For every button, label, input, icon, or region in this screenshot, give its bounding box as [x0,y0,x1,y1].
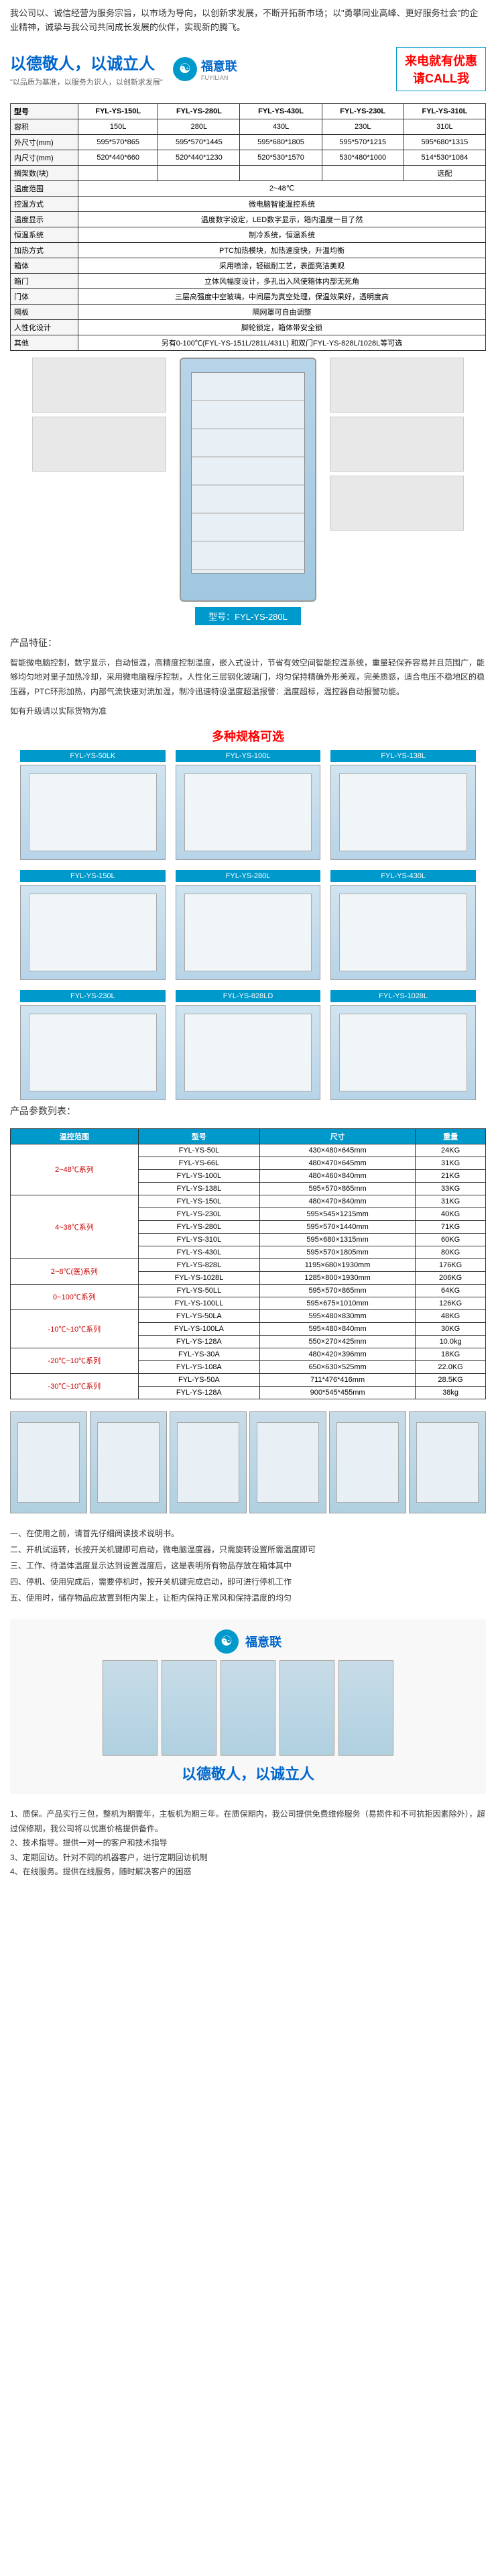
logo-icon: ☯ [214,1629,239,1654]
model-image [20,1005,166,1100]
model-label: FYL-YS-100L [176,750,321,762]
logo-text: 福意联 [245,1633,282,1650]
footer-product-image [162,1660,216,1756]
product-photo [329,1411,406,1513]
detail-image [330,476,464,531]
model-card: FYL-YS-100L [176,750,321,860]
features-text: 智能微电脑控制，数字显示，自动恒温，高精度控制温度，嵌入式设计，节省有效空间智能… [0,653,496,702]
model-card: FYL-YS-828LD [176,990,321,1100]
call-line1: 来电就有优惠 [405,52,477,69]
sub-slogan: "以品质为基准，以服务为识人，以创新求发展" [10,76,163,87]
main-slogan: 以德敬人，以诚立人 [10,50,163,74]
model-card: FYL-YS-230L [20,990,166,1100]
spec-table: 型号FYL-YS-150LFYL-YS-280LFYL-YS-430LFYL-Y… [10,103,486,351]
model-image [330,1005,476,1100]
variety-title: 多种规格可选 [0,722,496,750]
model-image [330,885,476,980]
model-card: FYL-YS-150L [20,870,166,980]
model-label: FYL-YS-1028L [330,990,476,1002]
model-image [20,765,166,860]
model-card: FYL-YS-138L [330,750,476,860]
model-card: FYL-YS-1028L [330,990,476,1100]
model-label: FYL-YS-138L [330,750,476,762]
model-image [176,1005,321,1100]
model-label: FYL-YS-150L [20,870,166,882]
model-label: FYL-YS-828LD [176,990,321,1002]
features-note: 如有升级请以实际货物为准 [0,702,496,722]
features-title: 产品特征： [0,632,496,653]
model-image [20,885,166,980]
photo-row [0,1406,496,1519]
detail-image [330,417,464,472]
footer-slogan: 以德敬人，以诚立人 [20,1762,476,1784]
product-photo [90,1411,167,1513]
model-label: FYL-YS-230L [20,990,166,1002]
usage-notes: 一、在使用之前，请首先仔细阅读技术说明书。二、开机试运转，长按开关机键即可启动，… [0,1519,496,1613]
model-grid: FYL-YS-50LK FYL-YS-100L FYL-YS-138L FYL-YS-… [0,750,496,1100]
footer-product-image [338,1660,393,1756]
params-title: 产品参数列表： [0,1100,496,1122]
footer-product-image [221,1660,275,1756]
product-photo [170,1411,247,1513]
model-image [176,765,321,860]
model-image [176,885,321,980]
product-photo [10,1411,87,1513]
service-list: 1、质保。产品实行三包，整机为期壹年，主板机为期三年。在质保期内，我公司提供免费… [0,1801,496,1886]
logo: ☯ 福意联 FUYILIAN [173,57,237,81]
hero-section: 型号：FYL-YS-280L [10,358,486,625]
call-line2: 请CALL我 [405,69,477,87]
footer-banner: ☯ 福意联 以德敬人，以诚立人 [10,1619,486,1794]
model-card: FYL-YS-280L [176,870,321,980]
detail-image [32,417,166,472]
product-photo [409,1411,486,1513]
model-card: FYL-YS-430L [330,870,476,980]
model-label: FYL-YS-280L [176,870,321,882]
detail-image [32,358,166,413]
logo-text: 福意联 [201,57,237,74]
hero-model-label: 型号：FYL-YS-280L [195,607,301,625]
model-card: FYL-YS-50LK [20,750,166,860]
footer-product-image [103,1660,158,1756]
detail-image [330,358,464,413]
logo-icon: ☯ [173,57,197,81]
product-photo [249,1411,326,1513]
model-image [330,765,476,860]
model-label: FYL-YS-430L [330,870,476,882]
model-label: FYL-YS-50LK [20,750,166,762]
intro-text: 我公司以、诚信经营为服务宗旨，以市场为导向，以创新求发展，不断开拓新市场；以"勇… [0,0,496,42]
call-box: 来电就有优惠 请CALL我 [396,47,486,91]
logo-sub: FUYILIAN [201,74,237,81]
header: 以德敬人，以诚立人 "以品质为基准，以服务为识人，以创新求发展" ☯ 福意联 F… [0,42,496,97]
params-table: 温控范围型号尺寸重量 2~48℃系列FYL-YS-50L430×480×645m… [10,1128,486,1399]
footer-product-image [280,1660,334,1756]
product-hero-image [180,358,316,602]
